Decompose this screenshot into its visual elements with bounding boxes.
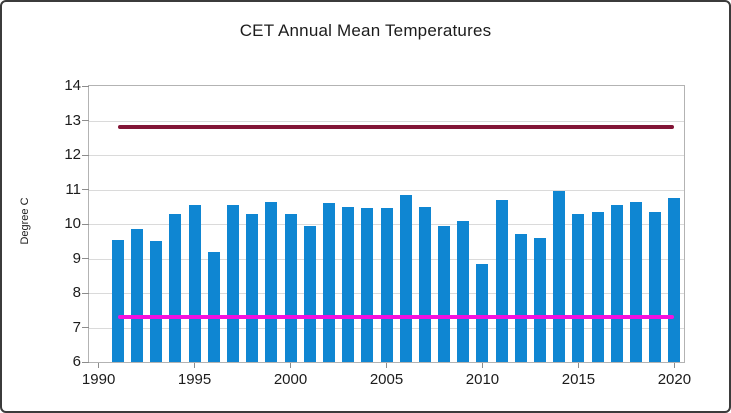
x-tick-label: 2010 [465,371,500,388]
bar-1995 [188,205,201,362]
x-axis-tick [481,363,483,368]
y-axis-tick [82,258,89,259]
y-tick-label: 9 [72,249,81,267]
bar-1998 [246,213,259,362]
bar-1992 [130,229,143,362]
bar-2016 [591,211,604,362]
y-tick-label: 14 [64,77,81,94]
y-tick-label: 11 [65,180,81,198]
bar-2009 [457,220,470,362]
x-axis-tick [386,363,387,368]
y-tick-label: 7 [72,318,81,336]
bar-2008 [438,225,451,362]
gridline-13 [89,120,684,122]
bar-2019 [649,211,662,362]
bar-2020 [668,198,681,362]
lower-reference-line [117,315,675,320]
bar-2002 [322,203,335,362]
bar-2004 [361,208,374,362]
bar-2007 [418,206,431,362]
y-axis-tick [82,327,89,328]
upper-reference-line [117,125,675,130]
x-axis-tick [290,363,292,368]
y-tick-label: 12 [64,146,81,163]
bar-2014 [553,191,566,362]
bar-2006 [399,194,412,362]
bar-2017 [610,205,623,362]
bar-2018 [630,201,643,362]
bar-2012 [514,234,527,362]
gridline-11 [89,189,684,191]
y-axis-title: Degree C [19,197,31,245]
x-axis-tick [98,363,100,368]
y-tick-label: 6 [72,353,81,370]
bar-2005 [380,208,393,362]
x-axis-tick [194,363,196,368]
bar-2015 [572,213,585,362]
y-axis-tick [82,154,89,156]
bar-2011 [495,199,508,362]
bar-1996 [207,251,220,362]
bar-1997 [226,205,239,362]
x-axis-tick [577,363,579,368]
y-tick-label: 10 [64,215,81,232]
x-tick-label: 1990 [81,371,116,388]
x-tick-label: 2020 [657,371,692,388]
plot-area: 6 7 8 9 10 11 12 13 14 1990 1995 2000 2005 2010 2015 20… [64,77,691,388]
chart-title: CET Annual Mean Temperatures [239,21,492,40]
y-axis-tick [82,189,89,190]
y-axis-tick [82,223,89,225]
y-tick-label: 8 [72,284,81,301]
x-axis-tick [673,363,675,368]
bar-2003 [342,206,355,362]
bar-2001 [303,225,316,362]
gridline-12 [89,155,684,156]
bar-2013 [534,237,547,362]
bar-1999 [265,201,278,362]
y-axis-tick [82,292,89,294]
bar-2000 [284,213,297,362]
bar-2010 [476,263,489,362]
y-axis-tick [82,361,89,363]
y-tick-label: 13 [64,111,81,129]
bar-1991 [111,239,124,362]
y-axis-tick [82,85,89,87]
x-tick-label: 1995 [177,371,212,388]
bar-1993 [150,241,163,362]
y-axis-tick [82,120,89,121]
x-tick-label: 2015 [561,371,596,388]
x-tick-label: 2005 [369,371,404,388]
x-tick-label: 2000 [273,371,308,388]
bar-1994 [169,213,182,362]
